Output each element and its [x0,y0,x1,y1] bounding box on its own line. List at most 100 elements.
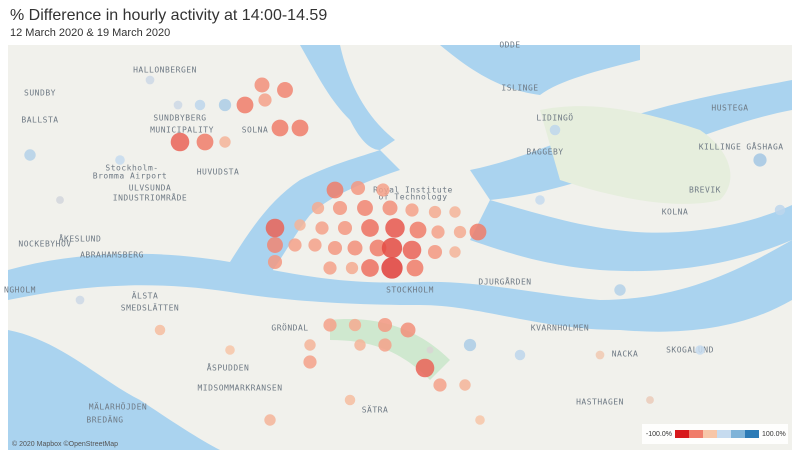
bubble [56,196,64,204]
bubble [311,201,325,215]
bubble [267,254,283,270]
bubble [115,155,125,165]
bubble [258,93,272,107]
place-label: HUVUDSTA [197,168,240,177]
legend-swatch [703,430,717,438]
bubble [173,100,183,110]
place-label: LIDINGÖ [536,113,573,123]
bubble [449,206,461,218]
bubble [381,257,403,279]
bubble [377,317,393,333]
place-label: SÄTRA [362,405,389,415]
place-label: HALLONBERGEN [133,66,197,75]
water [440,45,640,95]
bubble [350,180,366,196]
attribution: © 2020 Mapbox ©OpenStreetMap [12,440,118,448]
bubble [277,82,293,98]
bubble [332,200,348,216]
legend-swatch [717,430,731,438]
place-label: GRÖNDAL [271,323,308,333]
place-label: MUNICIPALITY [150,126,214,135]
bubble [303,355,317,369]
bubble [459,379,471,391]
bubble [357,200,373,216]
bubble [264,414,276,426]
bubble [431,225,445,239]
place-label: ISLINGE [501,84,538,93]
place-label: HUSTEGA [711,104,748,113]
place-label: KOLNA [662,208,689,217]
bubble [427,244,443,260]
place-label: ÄLSTA [132,291,159,301]
bubble [225,345,235,355]
water [8,240,792,332]
bubble [753,153,767,167]
place-label: Bromma Airport [93,172,167,181]
bubble [514,349,526,361]
bubble [145,75,155,85]
place-label: MIDSOMMARKRANSEN [197,384,282,393]
place-label: NOCKEBYHOV [18,240,71,249]
bubble [267,237,283,253]
bubble [453,225,467,239]
bubble [219,136,231,148]
bubble [304,339,316,351]
bubble [170,132,190,152]
bubble [323,261,337,275]
bubble [347,240,363,256]
bubble [409,221,427,239]
bubble [308,238,322,252]
island [540,106,731,204]
bubble [196,133,214,151]
place-label: SKOGALUND [666,346,714,355]
place-label: ABRAHAMSBERG [80,251,144,260]
place-label: ULVSUNDA [129,184,172,193]
bubble [344,394,356,406]
bubble [326,181,344,199]
bubble [549,124,561,136]
bubble [614,284,626,296]
place-label: ODDE [499,41,520,50]
place-label: DJURGÅRDEN [478,276,531,287]
place-label: of Technology [378,193,447,202]
bubble [402,240,422,260]
bubble [348,318,362,332]
place-label: SMEDSLÄTTEN [121,303,179,313]
place-label: MÄLARHÖJDEN [89,402,147,412]
bubble [354,339,366,351]
bubble [406,259,424,277]
bubble [154,324,166,336]
bubble [535,195,545,205]
bubbles [24,75,786,426]
place-label: STOCKHOLM [386,286,434,295]
bubble [382,200,398,216]
place-label: KVARNHOLMEN [531,324,589,333]
bubble [194,99,206,111]
bubble [327,240,343,256]
bubble [75,295,85,305]
water [8,330,220,450]
bubble [337,220,353,236]
bubble [361,219,379,237]
bubble [428,205,442,219]
bubble [415,358,435,378]
bubble [595,350,605,360]
bubble [294,219,306,231]
place-labels: HALLONBERGEN SUNDBYBERG MUNICIPALITY SOLNA S… [4,41,783,425]
place-label: Royal Institute [373,186,453,195]
water [470,200,792,272]
bubble [449,246,461,258]
bubble [345,261,359,275]
place-label: NACKA [612,350,639,359]
bubble [646,396,654,404]
bubble [400,322,416,338]
bubble [774,204,786,216]
bubble [369,239,387,257]
legend-max-label: 100.0% [762,431,786,438]
bubble [376,183,390,197]
subtitle: 12 March 2020 & 19 March 2020 [10,27,170,39]
place-label: SOLNA [242,126,269,135]
water [300,45,395,150]
bubble [469,223,487,241]
